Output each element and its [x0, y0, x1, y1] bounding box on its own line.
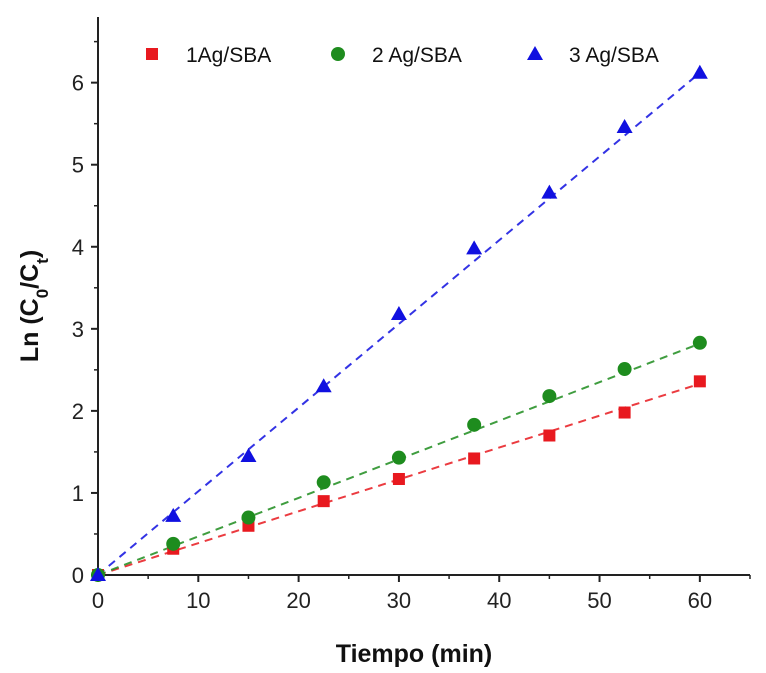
axes: 0 10 20 30 40 50 60 0 1 2 3 4 5 6	[72, 17, 751, 613]
x-tick-label: 20	[286, 588, 310, 613]
data-point-series-2	[241, 510, 256, 525]
legend-label-series-1: 1Ag/SBA	[186, 44, 271, 67]
y-axis-title-main: Ln (C	[16, 298, 44, 362]
data-point-series-2	[617, 362, 632, 377]
y-axis-title-slash: /C	[16, 264, 44, 289]
data-point-series-2	[391, 450, 406, 465]
legend: 1Ag/SBA 2 Ag/SBA 3 Ag/SBA	[146, 44, 659, 67]
y-tick-label: 3	[72, 317, 84, 342]
data-point-series-3	[315, 378, 332, 393]
y-tick-label: 6	[72, 71, 84, 96]
data-point-series-1	[618, 406, 631, 419]
data-point-series-3	[466, 240, 483, 255]
y-tick-label: 4	[72, 235, 84, 260]
data-point-series-2	[316, 475, 331, 490]
legend-label-series-3: 3 Ag/SBA	[569, 44, 659, 67]
data-point-series-1	[317, 495, 330, 508]
y-axis-title-sub-0: 0	[33, 289, 52, 298]
legend-marker-series-1	[146, 48, 158, 60]
data-point-series-3	[165, 507, 182, 522]
y-axis-title-close: )	[16, 250, 44, 258]
y-tick-label: 2	[72, 399, 84, 424]
x-axis-title: Tiempo (min)	[336, 640, 492, 668]
data-point-series-3	[691, 64, 708, 79]
x-tick-label: 40	[487, 588, 511, 613]
data-point-series-2	[692, 335, 707, 350]
x-tick-label: 60	[688, 588, 712, 613]
data-point-series-1	[392, 472, 405, 485]
y-axis-title-sub-t: t	[33, 258, 52, 264]
data-point-series-3	[90, 567, 106, 581]
legend-label-series-2: 2 Ag/SBA	[372, 44, 462, 67]
legend-marker-series-2	[331, 47, 345, 61]
data-point-series-2	[467, 417, 482, 432]
y-axis-title: Ln (C0/Ct)	[16, 250, 52, 362]
y-tick-label: 5	[72, 153, 84, 178]
y-tick-label: 1	[72, 481, 84, 506]
data-point-series-2	[542, 389, 557, 404]
data-point-series-3	[616, 118, 633, 133]
data-point-series-1	[468, 452, 481, 465]
x-tick-label: 0	[92, 588, 104, 613]
x-tick-label: 50	[587, 588, 611, 613]
data-point-series-3	[240, 448, 257, 463]
data-markers	[90, 64, 708, 582]
fit-line-series-3	[97, 72, 701, 576]
data-point-series-2	[166, 536, 181, 551]
x-tick-label: 10	[186, 588, 210, 613]
legend-marker-series-3	[527, 46, 543, 60]
fit-lines	[97, 72, 701, 576]
x-tick-label: 30	[387, 588, 411, 613]
data-point-series-3	[390, 306, 407, 321]
data-point-series-1	[543, 429, 556, 442]
y-tick-label: 0	[72, 563, 84, 588]
data-point-series-1	[693, 375, 706, 388]
data-point-series-3	[541, 184, 558, 199]
